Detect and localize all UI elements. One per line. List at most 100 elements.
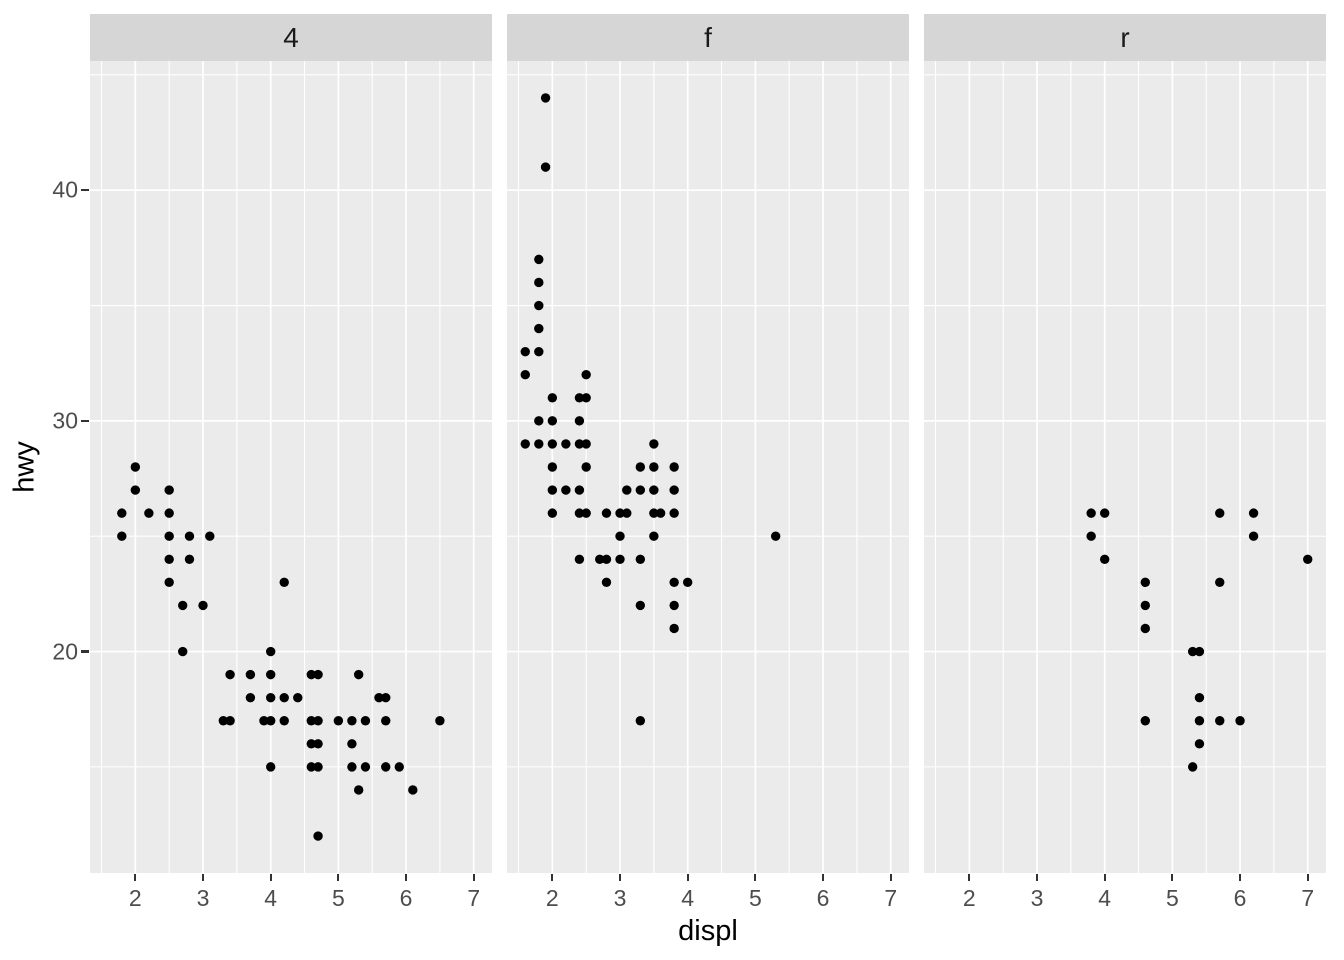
data-point bbox=[313, 669, 323, 680]
y-tick-label: 40 bbox=[52, 176, 78, 203]
y-tick-mark bbox=[81, 650, 89, 653]
data-point bbox=[595, 554, 605, 564]
data-point bbox=[669, 462, 679, 472]
data-point bbox=[353, 785, 364, 795]
data-point bbox=[347, 716, 357, 726]
data-point bbox=[1235, 716, 1245, 726]
data-point bbox=[1215, 716, 1225, 726]
data-point bbox=[265, 716, 276, 726]
data-point bbox=[547, 508, 558, 518]
data-point bbox=[374, 692, 384, 703]
x-tick-label: 4 bbox=[264, 885, 278, 911]
data-point bbox=[259, 716, 269, 726]
data-point bbox=[1248, 531, 1259, 541]
data-point bbox=[615, 554, 625, 564]
data-point bbox=[306, 669, 317, 680]
x-tick-label: 6 bbox=[816, 885, 830, 911]
data-point bbox=[520, 370, 530, 380]
data-point bbox=[313, 739, 323, 749]
data-point bbox=[333, 716, 344, 726]
data-point bbox=[1248, 508, 1259, 518]
data-point bbox=[1140, 600, 1151, 611]
data-point bbox=[581, 370, 591, 380]
data-point bbox=[164, 508, 174, 518]
data-point bbox=[1194, 646, 1205, 657]
data-point bbox=[178, 646, 188, 657]
data-point bbox=[669, 623, 679, 634]
x-tick-label: 7 bbox=[1301, 885, 1315, 911]
data-point bbox=[574, 416, 585, 426]
data-point bbox=[306, 739, 317, 749]
data-point bbox=[1194, 739, 1205, 749]
x-tick-mark bbox=[201, 874, 205, 881]
data-point bbox=[534, 416, 544, 426]
data-point bbox=[117, 531, 127, 541]
facet-strip-4: 4 bbox=[90, 14, 492, 61]
data-point bbox=[547, 462, 558, 472]
data-point bbox=[347, 739, 357, 749]
data-point bbox=[313, 716, 323, 726]
x-tick-label: 3 bbox=[1030, 885, 1044, 911]
data-point bbox=[245, 692, 256, 703]
panel-4 bbox=[90, 61, 492, 873]
x-tick-label: 7 bbox=[467, 885, 481, 911]
data-point bbox=[561, 439, 571, 449]
data-point bbox=[225, 669, 235, 680]
x-tick-mark bbox=[618, 874, 622, 881]
data-point bbox=[1215, 508, 1225, 518]
data-point bbox=[279, 692, 289, 703]
data-point bbox=[669, 577, 679, 588]
panel-f bbox=[507, 61, 909, 873]
data-point bbox=[164, 577, 174, 588]
x-tick-mark bbox=[754, 874, 757, 881]
data-point bbox=[184, 554, 195, 564]
x-axis-title: displ bbox=[678, 915, 738, 947]
data-point bbox=[218, 716, 229, 726]
data-point bbox=[547, 393, 558, 403]
data-point bbox=[574, 439, 585, 449]
y-axis-title: hwy bbox=[8, 441, 41, 493]
data-point bbox=[313, 831, 323, 841]
data-point bbox=[770, 531, 781, 541]
data-point bbox=[635, 600, 646, 611]
points-layer bbox=[1086, 508, 1313, 772]
data-point bbox=[1187, 646, 1198, 657]
data-point bbox=[534, 300, 544, 311]
data-point bbox=[581, 508, 591, 518]
data-point bbox=[360, 716, 371, 726]
x-tick-label: 2 bbox=[962, 885, 976, 911]
x-tick-label: 6 bbox=[399, 885, 413, 911]
data-point bbox=[601, 554, 612, 564]
gridlines bbox=[924, 61, 1326, 873]
data-point bbox=[435, 716, 445, 726]
data-point bbox=[1099, 554, 1110, 564]
data-point bbox=[117, 508, 127, 518]
data-point bbox=[547, 416, 558, 426]
data-point bbox=[574, 554, 585, 564]
x-tick-mark bbox=[686, 874, 689, 881]
data-point bbox=[534, 323, 544, 334]
data-point bbox=[306, 716, 317, 726]
data-point bbox=[164, 485, 174, 495]
data-point bbox=[347, 762, 357, 772]
data-point bbox=[279, 716, 289, 726]
data-point bbox=[622, 485, 632, 495]
data-point bbox=[1187, 762, 1198, 772]
data-point bbox=[279, 577, 289, 588]
data-point bbox=[682, 577, 693, 588]
data-point bbox=[306, 762, 317, 772]
data-point bbox=[649, 462, 659, 472]
x-tick-mark bbox=[1035, 874, 1039, 881]
data-point bbox=[520, 439, 530, 449]
x-tick-label: 2 bbox=[128, 885, 142, 911]
data-point bbox=[540, 93, 551, 103]
data-point bbox=[381, 716, 391, 726]
data-point bbox=[313, 762, 323, 772]
data-point bbox=[534, 254, 544, 265]
data-point bbox=[225, 716, 235, 726]
data-point bbox=[1140, 716, 1151, 726]
data-point bbox=[581, 393, 591, 403]
x-tick-mark bbox=[1103, 874, 1106, 881]
data-point bbox=[381, 692, 391, 703]
data-point bbox=[561, 485, 571, 495]
